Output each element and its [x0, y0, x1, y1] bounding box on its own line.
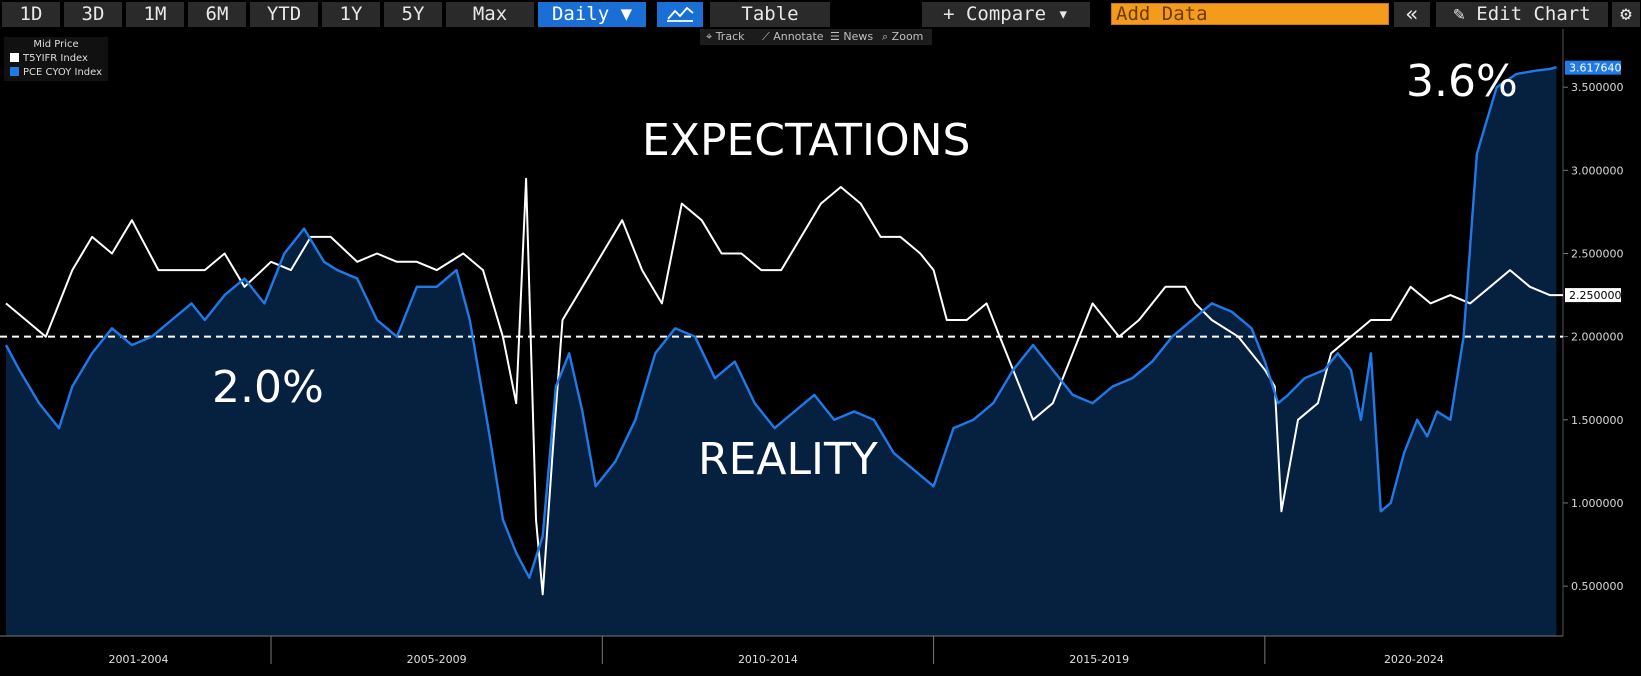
- series-line-pce: [4, 66, 1557, 579]
- y-tick-label-1: 1.000000: [1571, 497, 1624, 510]
- y-tick-label-3: 2.000000: [1571, 331, 1624, 344]
- last-value-tag-pce: 3.617640: [1569, 62, 1622, 75]
- frequency-dropdown[interactable]: Daily ▼: [538, 2, 646, 27]
- series-line-t5yifr: [5, 177, 1563, 596]
- y-tick-label-5: 3.000000: [1571, 164, 1624, 177]
- x-section-label-4: 2020-2024: [1384, 653, 1444, 666]
- pce-area-fill: [6, 67, 1557, 636]
- x-axis-band: [0, 636, 1641, 676]
- legend-title: Mid Price: [33, 39, 79, 50]
- legend-item-t5yifr: T5YIFR Index: [10, 53, 88, 64]
- table-button[interactable]: Table: [710, 2, 830, 27]
- last-value-tag-t5yifr: 2.250000: [1569, 289, 1622, 302]
- x-section-label-2: 2010-2014: [738, 653, 798, 666]
- legend-swatch-t5yifr: [10, 53, 19, 62]
- two-percent-annotation: 2.0%: [212, 362, 324, 413]
- collapse-button[interactable]: «: [1394, 2, 1430, 27]
- range-3d-button[interactable]: 3D: [64, 2, 122, 27]
- expectations-annotation: EXPECTATIONS: [642, 115, 971, 166]
- range-max-button[interactable]: Max: [446, 2, 534, 27]
- compare-button[interactable]: + Compare ▾: [922, 2, 1090, 27]
- chart-toolbar: 1D 3D 1M 6M YTD 1Y 5Y Max Daily ▼ Table …: [0, 0, 1641, 29]
- last-value-tag-t5yifr-bg: [1565, 288, 1621, 303]
- pencil-icon: ✎: [1453, 3, 1465, 25]
- edit-chart-button[interactable]: ✎ Edit Chart: [1436, 2, 1608, 27]
- last-value-tag-pce-bg: [1565, 60, 1621, 75]
- zoom-button[interactable]: ⌕ Zoom: [882, 30, 924, 43]
- y-tick-label-0: 0.500000: [1571, 580, 1624, 593]
- x-section-label-0: 2001-2004: [109, 653, 169, 666]
- chart-subtoolbar: ⌖ Track ⟋ Annotate ☰ News ⌕ Zoom: [700, 29, 932, 45]
- range-1m-button[interactable]: 1M: [126, 2, 184, 27]
- line-chart-icon: [667, 6, 694, 22]
- double-chevron-left-icon: «: [1405, 2, 1419, 26]
- news-button[interactable]: ☰ News: [830, 30, 874, 43]
- legend-item-pce: PCE CYOY Index: [10, 67, 102, 78]
- y-tick-label-4: 2.500000: [1571, 248, 1624, 261]
- chart-type-button[interactable]: [657, 2, 703, 27]
- track-button[interactable]: ⌖ Track: [706, 30, 745, 43]
- range-1d-button[interactable]: 1D: [2, 2, 60, 27]
- range-ytd-button[interactable]: YTD: [250, 2, 318, 27]
- gear-icon: ⚙: [1620, 3, 1632, 25]
- range-1y-button[interactable]: 1Y: [322, 2, 380, 27]
- annotate-button[interactable]: ⟋ Annotate: [762, 30, 824, 43]
- add-data-input[interactable]: Add Data: [1111, 3, 1389, 25]
- settings-button[interactable]: ⚙: [1612, 2, 1640, 27]
- y-tick-label-6: 3.500000: [1571, 81, 1624, 94]
- reality-annotation: REALITY: [698, 434, 878, 485]
- x-section-label-1: 2005-2009: [407, 653, 467, 666]
- y-tick-label-2: 1.500000: [1571, 414, 1624, 427]
- x-section-label-3: 2015-2019: [1069, 653, 1129, 666]
- range-6m-button[interactable]: 6M: [188, 2, 246, 27]
- three-six-percent-annotation: 3.6%: [1406, 56, 1518, 107]
- legend-swatch-pce: [10, 67, 19, 76]
- legend: Mid Price T5YIFR Index PCE CYOY Index: [4, 37, 108, 81]
- range-5y-button[interactable]: 5Y: [384, 2, 442, 27]
- edit-chart-label: Edit Chart: [1476, 3, 1591, 25]
